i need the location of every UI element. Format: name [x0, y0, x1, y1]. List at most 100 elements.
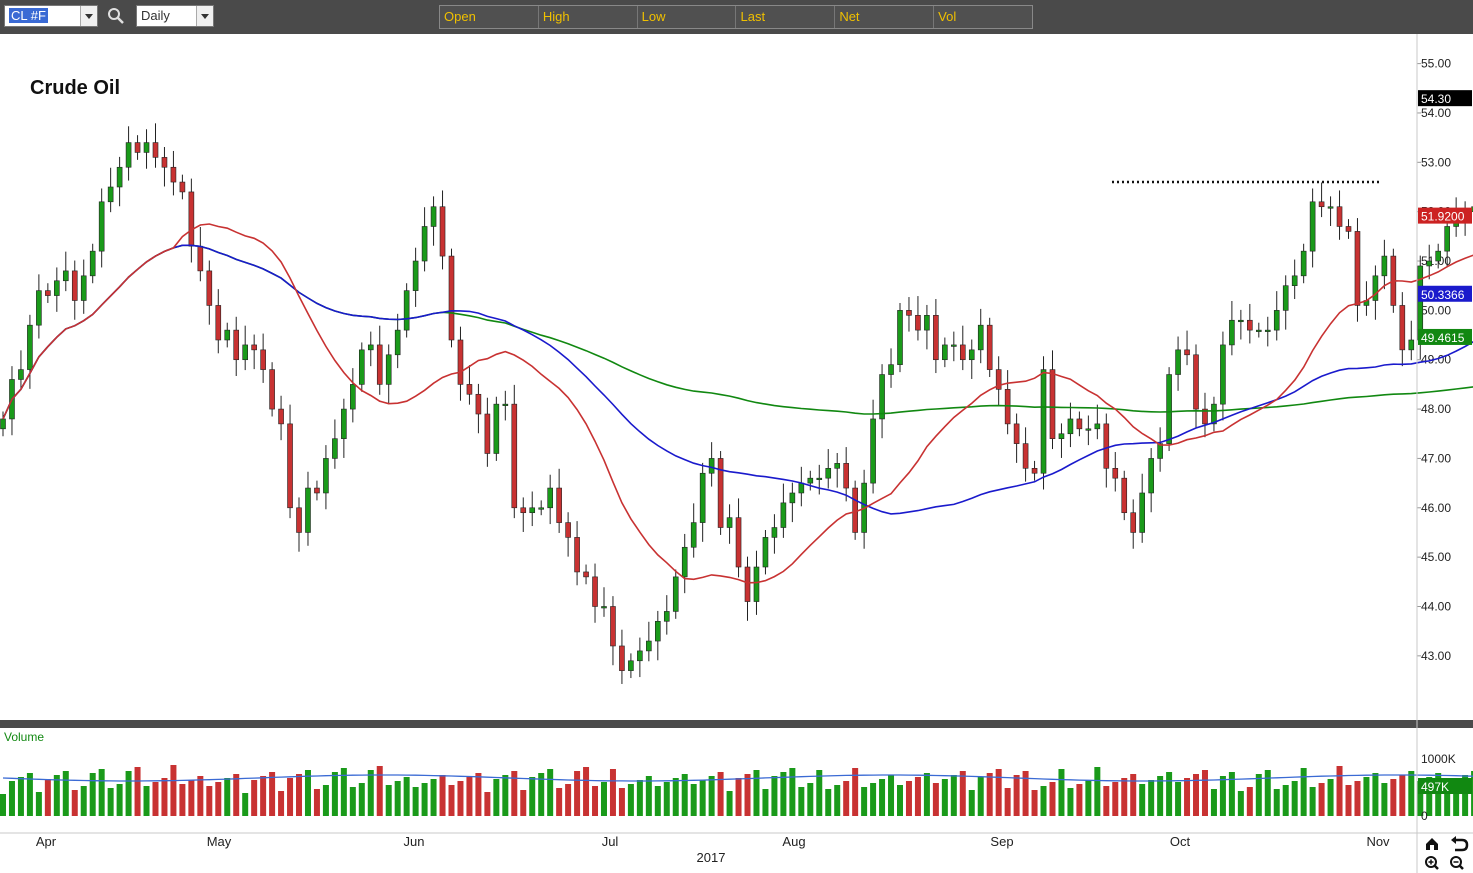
candle-body	[1076, 418, 1083, 430]
volume-tag	[1418, 778, 1472, 794]
interval-select[interactable]: Daily	[136, 5, 214, 27]
candle-body	[278, 408, 284, 425]
volume-bar	[1175, 782, 1182, 816]
candle-body	[592, 576, 598, 607]
candle-body	[897, 310, 903, 365]
volume-bar	[744, 774, 751, 816]
quote-low-label: Low	[638, 6, 737, 28]
volume-bar	[430, 779, 437, 816]
candle-body	[98, 201, 105, 252]
candle-body	[116, 166, 123, 188]
x-tick-label: Apr	[36, 834, 57, 849]
volume-bar	[1336, 766, 1343, 816]
volume-bar	[1219, 776, 1226, 816]
volume-bar	[466, 777, 473, 816]
volume-bar	[762, 789, 769, 816]
candle-body	[1148, 458, 1154, 494]
candle-body	[601, 606, 607, 609]
price-tag-label: 54.30	[1421, 92, 1451, 106]
candle-body	[520, 507, 527, 514]
volume-bar	[340, 768, 347, 816]
quote-high-label: High	[539, 6, 638, 28]
candle-body	[1354, 231, 1361, 306]
volume-bar	[152, 782, 159, 816]
candle-body	[744, 566, 751, 602]
candle-body	[681, 546, 688, 578]
candle-body	[1318, 201, 1325, 208]
candle-body	[502, 403, 509, 406]
candle-body	[394, 329, 401, 356]
y-tick-label: 47.00	[1421, 451, 1451, 465]
undo-icon[interactable]	[1451, 836, 1469, 852]
candle-body	[161, 157, 168, 168]
volume-bar	[843, 781, 850, 816]
candle-body	[251, 344, 257, 351]
volume-bar	[475, 773, 482, 816]
volume-bar	[897, 785, 903, 816]
volume-bar	[484, 792, 491, 816]
volume-bar	[870, 783, 877, 816]
candle-body	[27, 324, 33, 370]
quote-vol-label: Vol	[938, 9, 957, 24]
volume-bar	[134, 767, 141, 816]
search-icon[interactable]	[107, 7, 125, 25]
x-tick-label: Jul	[602, 834, 619, 849]
volume-bar	[627, 784, 634, 816]
volume-bar	[914, 777, 921, 816]
volume-bar	[1103, 786, 1110, 816]
quote-net-label: Net	[835, 6, 935, 28]
volume-bar	[448, 785, 455, 816]
candle-body	[1327, 206, 1334, 209]
volume-bar	[1345, 785, 1352, 816]
volume-bar	[574, 771, 581, 816]
candle-body	[403, 290, 410, 331]
candle-body	[619, 645, 625, 671]
volume-bar	[80, 786, 87, 816]
volume-bar	[1264, 770, 1271, 816]
symbol-dropdown-button[interactable]	[80, 6, 97, 26]
quote-last-label: Last	[736, 6, 836, 28]
volume-bar	[1372, 773, 1379, 816]
volume-bar	[1246, 787, 1253, 816]
candle-body	[1139, 492, 1145, 533]
zoom-out-icon[interactable]	[1450, 856, 1464, 870]
volume-bar	[1327, 779, 1334, 816]
candle-body	[924, 315, 930, 331]
volume-bar	[1022, 771, 1029, 816]
y-tick-label: 45.00	[1421, 550, 1451, 564]
candle-body	[547, 487, 553, 509]
x-tick-label: Sep	[990, 834, 1013, 849]
interval-dropdown-button[interactable]	[196, 6, 213, 26]
volume-bar	[251, 780, 258, 816]
candle-body	[933, 315, 939, 361]
chart-area[interactable]: Crude Oil 43.00 44.00 45.00 46.00 47.00 48.00 4…	[0, 34, 1473, 873]
y-tick-label: 54.00	[1421, 106, 1451, 120]
candle-body	[1300, 250, 1307, 277]
moving-average-long	[2, 244, 1473, 420]
y-tick-label: 46.00	[1421, 501, 1451, 515]
volume-bar	[1291, 781, 1298, 816]
volume-bar	[968, 790, 975, 816]
symbol-input[interactable]: CL #F	[4, 5, 98, 27]
candle-body	[0, 418, 6, 430]
candle-body	[655, 620, 661, 642]
candle-body	[179, 181, 186, 193]
volume-bar	[493, 779, 500, 816]
volume-bar	[1444, 792, 1451, 816]
volume-bar	[959, 771, 966, 816]
candle-body	[314, 487, 320, 494]
volume-bar	[394, 781, 401, 816]
y-tick-label: 55.00	[1421, 57, 1451, 71]
volume-bar	[699, 780, 706, 816]
candle-body	[995, 369, 1002, 390]
volume-bar	[1130, 774, 1137, 816]
candle-body	[475, 393, 482, 415]
volume-bar	[726, 791, 733, 816]
home-icon[interactable]	[1426, 838, 1438, 850]
zoom-in-icon[interactable]	[1425, 856, 1439, 870]
candle-body	[1435, 250, 1441, 262]
x-tick-label: Oct	[1170, 834, 1191, 849]
candle-body	[816, 477, 823, 480]
candle-body	[367, 344, 374, 351]
volume-bar	[71, 790, 78, 816]
